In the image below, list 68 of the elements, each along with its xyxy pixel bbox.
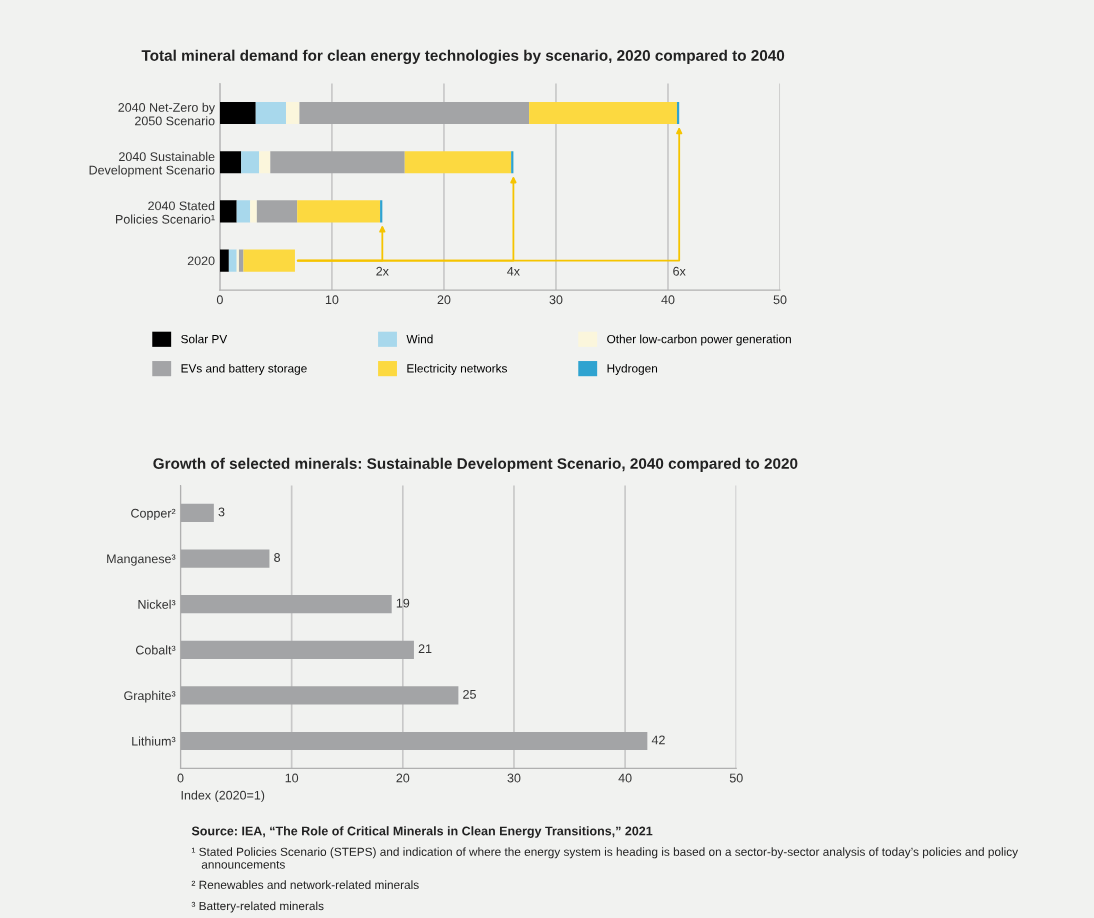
x-tick-label: 20 xyxy=(396,773,410,783)
y-tick-label: Copper² xyxy=(131,508,176,521)
x-axis-title: Index (2020=1) xyxy=(181,790,265,803)
x-tick-label: 0 xyxy=(216,295,223,305)
y-tick-label: 2040 Stated Policies Scenario¹ xyxy=(116,201,215,224)
x-tick-label: 40 xyxy=(661,295,675,305)
x-tick-label: 10 xyxy=(325,295,339,305)
x-tick-label: 30 xyxy=(549,295,563,305)
bar xyxy=(529,101,677,125)
text: ¹ Stated Policies Scenario (STEPS) and indication of where the energy system is heading is based on a sector-by-sector analysis of today’s policies and policy announcements xyxy=(191,847,1019,869)
bar xyxy=(180,686,459,705)
data-label: 42 xyxy=(651,735,665,745)
legend-label: Other low-carbon power generation xyxy=(607,334,791,346)
bar xyxy=(243,249,295,272)
bar xyxy=(299,101,530,125)
bar xyxy=(180,503,214,523)
bar xyxy=(219,101,256,125)
legend-label: EVs and battery storage xyxy=(181,363,307,375)
bar xyxy=(259,151,271,174)
annotation: 4x xyxy=(507,266,520,276)
x-tick-label: 10 xyxy=(285,773,299,783)
data-label: 19 xyxy=(396,598,410,608)
bar xyxy=(228,249,237,272)
y-tick-label: Lithium³ xyxy=(132,736,176,746)
source-note: Source: IEA, “The Role of Critical Minerals in Clean Energy Transitions,” 2021 xyxy=(191,826,653,838)
x-tick-label: 30 xyxy=(507,773,521,783)
x-tick-label: 20 xyxy=(437,295,451,305)
x-tick-label: 0 xyxy=(177,773,184,783)
data-label: 3 xyxy=(218,507,225,517)
x-tick-label: 50 xyxy=(729,773,743,783)
text: ² Renewables and network-related minerals xyxy=(191,880,419,890)
bar xyxy=(180,731,648,751)
bar xyxy=(270,151,405,174)
data-label: 21 xyxy=(418,644,432,654)
bar xyxy=(250,200,257,223)
data-label: 25 xyxy=(463,689,476,699)
bar xyxy=(255,101,286,125)
chart-title: Total mineral demand for clean energy technologies by scenario, 2020 compared to 2040 xyxy=(141,49,785,64)
annotation: 2x xyxy=(376,266,389,276)
y-tick-label: Nickel³ xyxy=(138,599,176,609)
data-label: 8 xyxy=(274,553,281,562)
bar xyxy=(241,151,260,174)
x-tick-label: 40 xyxy=(618,773,632,783)
y-tick-label: 2040 Net-Zero by 2050 Scenario xyxy=(118,102,216,126)
x-tick-label: 50 xyxy=(773,295,787,305)
bar xyxy=(297,200,381,223)
bar xyxy=(219,151,242,174)
annotation: 6x xyxy=(673,266,686,276)
bar xyxy=(219,249,229,272)
y-tick-label: 2020 xyxy=(187,256,215,266)
bar xyxy=(180,595,392,614)
bar xyxy=(180,640,414,659)
text: ³ Battery-related minerals xyxy=(191,901,324,913)
legend-label: Hydrogen xyxy=(607,363,658,375)
bar xyxy=(180,549,270,568)
y-tick-label: Manganese³ xyxy=(107,554,176,566)
bar xyxy=(285,101,300,125)
bar xyxy=(256,200,298,223)
y-tick-label: Graphite³ xyxy=(124,690,176,703)
legend-label: Electricity networks xyxy=(407,363,508,375)
y-tick-label: 2040 Sustainable Development Scenario xyxy=(89,151,215,177)
bar xyxy=(219,200,237,223)
y-tick-label: Cobalt³ xyxy=(135,645,176,655)
chart-title: Growth of selected minerals: Sustainable Development Scenario, 2040 compared to 2020 xyxy=(153,457,798,472)
legend-label: Solar PV xyxy=(181,334,228,344)
bar xyxy=(404,151,512,174)
legend-label: Wind xyxy=(406,334,433,344)
bar xyxy=(236,200,251,223)
